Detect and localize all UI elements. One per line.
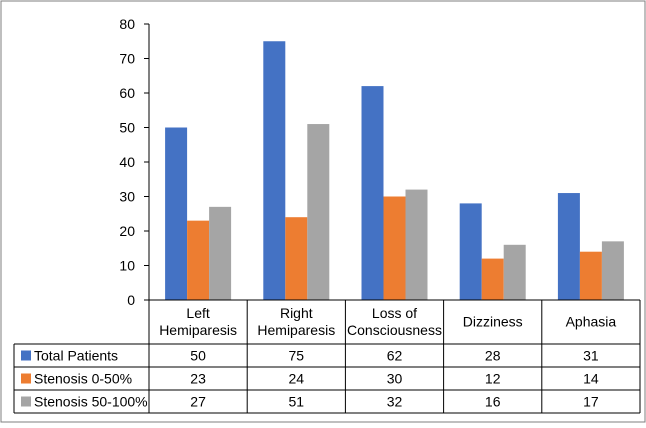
legend-label: Total Patients <box>34 348 118 364</box>
bar-total-patients-0 <box>165 127 188 300</box>
bar-stenosis-50-100-0 <box>209 206 232 300</box>
data-label: 17 <box>583 394 599 410</box>
y-tick-label: 30 <box>119 189 135 205</box>
legend-label: Stenosis 0-50% <box>34 371 132 387</box>
data-label: 14 <box>583 371 599 387</box>
x-category-label: Consciousness <box>347 322 442 338</box>
data-label: 31 <box>583 348 599 364</box>
x-category-label: Loss of <box>372 305 417 321</box>
legend-label: Stenosis 50-100% <box>34 394 148 410</box>
data-label: 75 <box>289 348 305 364</box>
data-label: 51 <box>289 394 305 410</box>
bar-stenosis-50-100-1 <box>307 124 330 300</box>
data-label: 28 <box>485 348 501 364</box>
bar-stenosis-50-100-4 <box>601 241 624 300</box>
data-label: 12 <box>485 371 501 387</box>
data-label: 24 <box>289 371 305 387</box>
data-label: 62 <box>387 348 403 364</box>
bar-total-patients-3 <box>459 203 482 300</box>
y-tick-label: 20 <box>119 223 135 239</box>
x-category-label: Hemiparesis <box>159 322 237 338</box>
x-category-label: Left <box>186 305 209 321</box>
legend-key <box>21 396 31 407</box>
data-label: 27 <box>190 394 206 410</box>
legend-key <box>21 373 31 384</box>
bar-stenosis-0-50-2 <box>383 196 406 300</box>
bar-stenosis-50-100-3 <box>503 244 526 300</box>
data-label: 30 <box>387 371 403 387</box>
bar-stenosis-0-50-1 <box>285 217 308 300</box>
data-label: 32 <box>387 394 403 410</box>
y-axis: 0 10 20 30 40 50 60 70 80 <box>119 16 150 308</box>
y-tick-label: 60 <box>119 85 135 101</box>
x-category-label: Aphasia <box>566 314 617 330</box>
y-tick-label: 50 <box>119 120 135 136</box>
y-tick-label: 40 <box>119 154 135 170</box>
bar-stenosis-0-50-3 <box>481 258 504 300</box>
bar-stenosis-0-50-4 <box>579 251 602 300</box>
bar-stenosis-50-100-2 <box>405 189 428 300</box>
bar-stenosis-0-50-0 <box>187 220 210 300</box>
data-label: 23 <box>190 371 206 387</box>
data-label: 16 <box>485 394 501 410</box>
y-tick-label: 0 <box>127 292 135 308</box>
bar-total-patients-2 <box>361 86 384 300</box>
bar-total-patients-4 <box>557 193 580 300</box>
x-category-label: Right <box>280 305 313 321</box>
x-category-label: Dizziness <box>463 314 523 330</box>
y-tick-label: 80 <box>119 16 135 32</box>
data-label: 50 <box>190 348 206 364</box>
bar-total-patients-1 <box>263 41 286 300</box>
y-tick-label: 10 <box>119 258 135 274</box>
bars <box>165 41 624 300</box>
y-tick-label: 70 <box>119 51 135 67</box>
legend-key <box>21 350 31 361</box>
x-category-label: Hemiparesis <box>257 322 335 338</box>
